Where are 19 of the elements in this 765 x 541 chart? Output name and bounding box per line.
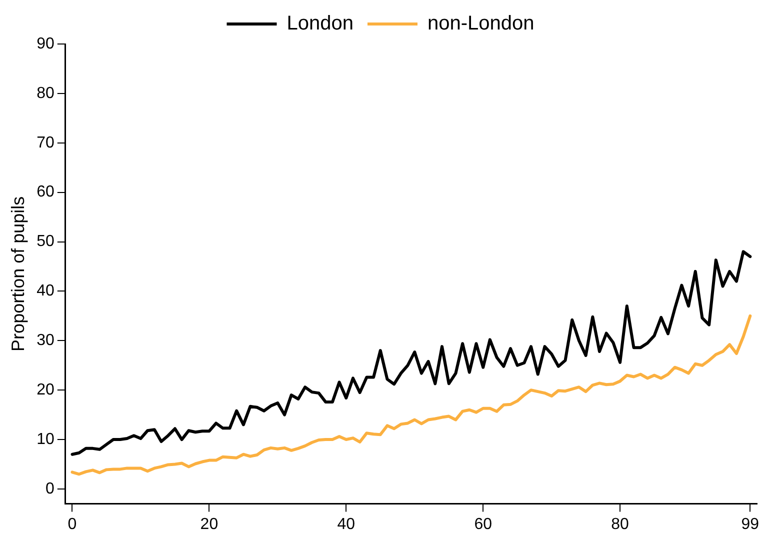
y-tick-label: 30 <box>36 332 54 350</box>
legend-label: non-London <box>427 12 534 35</box>
y-axis-title: Proportion of pupils <box>8 196 28 352</box>
y-tick-label: 40 <box>36 282 54 300</box>
legend-label: London <box>286 12 354 35</box>
x-tick-label: 20 <box>200 516 218 533</box>
x-tick-label: 60 <box>474 516 492 533</box>
y-tick-label: 10 <box>36 430 54 448</box>
y-tick-label: 20 <box>36 381 54 398</box>
x-tick-label: 0 <box>68 516 77 533</box>
x-tick-label: 80 <box>611 516 630 533</box>
y-tick-label: 60 <box>36 184 54 201</box>
y-tick-label: 70 <box>36 134 54 152</box>
y-tick-label: 50 <box>36 233 54 250</box>
x-tick-label: 40 <box>337 516 356 533</box>
x-tick-label: 99 <box>741 516 760 533</box>
y-tick-label: 0 <box>45 480 54 498</box>
y-tick-label: 80 <box>36 84 54 102</box>
y-tick-label: 90 <box>36 35 54 52</box>
